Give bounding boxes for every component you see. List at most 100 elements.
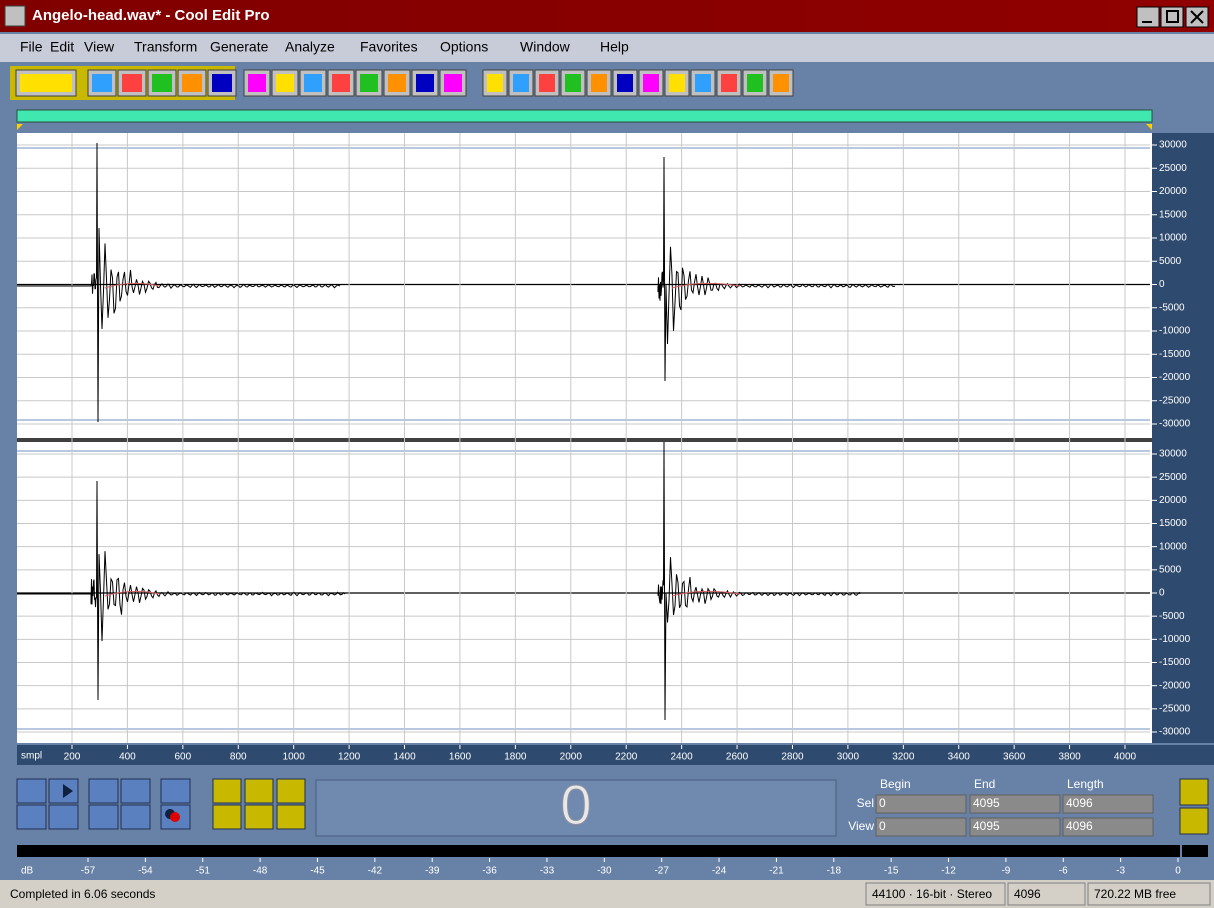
meter-tick-label: -15 xyxy=(884,866,899,877)
transport-button[interactable] xyxy=(276,778,306,804)
transport-button[interactable] xyxy=(160,778,191,804)
tool-icon xyxy=(20,74,72,92)
tool-icon xyxy=(539,74,555,92)
menu-item[interactable]: Edit xyxy=(50,39,74,55)
x-tick-label: 2000 xyxy=(560,752,583,763)
field-box[interactable] xyxy=(969,794,1061,814)
tool-icon xyxy=(565,74,581,92)
y-tick-label: 25000 xyxy=(1159,163,1187,174)
meter-tick-label: -36 xyxy=(482,866,497,877)
y-tick-label: -5000 xyxy=(1159,611,1185,622)
y-tick-label: 25000 xyxy=(1159,472,1187,483)
menu-item[interactable]: Analyze xyxy=(285,39,335,55)
y-tick-label: 20000 xyxy=(1159,495,1187,506)
meter-tick-label: -54 xyxy=(138,866,153,877)
tool-icon xyxy=(416,74,434,92)
field-box[interactable] xyxy=(969,817,1061,837)
field-value: 4096 xyxy=(1066,796,1093,810)
waveform xyxy=(17,142,896,721)
menu-item[interactable]: Help xyxy=(600,39,629,55)
menu-item[interactable]: File xyxy=(20,39,43,55)
transport-button[interactable] xyxy=(120,804,151,830)
status-cell xyxy=(865,882,1006,906)
x-tick-label: 3000 xyxy=(837,752,860,763)
meter-tick-label: -18 xyxy=(827,866,842,877)
transport-button[interactable] xyxy=(88,804,119,830)
transport-button[interactable] xyxy=(48,804,79,830)
minimize-button[interactable] xyxy=(1136,6,1160,28)
tool-icon xyxy=(212,74,232,92)
x-tick-label: 1200 xyxy=(338,752,361,763)
meter-peak xyxy=(1182,845,1208,857)
tool-icon xyxy=(304,74,322,92)
y-tick-label: -15000 xyxy=(1159,349,1191,360)
transport-button[interactable] xyxy=(276,804,306,830)
window-title: Angelo-head.wav* - Cool Edit Pro xyxy=(32,7,270,24)
x-tick-label: 3200 xyxy=(892,752,915,763)
tool-icon xyxy=(747,74,763,92)
field-box[interactable] xyxy=(875,817,967,837)
tool-icon xyxy=(695,74,711,92)
meter-tick-label: -3 xyxy=(1116,866,1125,877)
overview-bar[interactable] xyxy=(16,109,1153,123)
tool-icon xyxy=(721,74,737,92)
waveform-avg xyxy=(104,282,741,597)
menu-item[interactable]: Transform xyxy=(134,39,197,55)
transport-icons xyxy=(63,784,176,819)
field-box[interactable] xyxy=(875,794,967,814)
transport-button[interactable] xyxy=(16,778,47,804)
field-header: Length xyxy=(1067,777,1104,791)
transport-button[interactable] xyxy=(212,778,242,804)
meter-tick-label: -21 xyxy=(769,866,784,877)
transport-button[interactable] xyxy=(1179,807,1209,835)
tool-icon xyxy=(388,74,406,92)
x-tick-label: 3800 xyxy=(1058,752,1081,763)
status-free: 720.22 MB free xyxy=(1094,887,1176,901)
y-tick-label: 0 xyxy=(1159,279,1165,290)
y-tick-label: -15000 xyxy=(1159,657,1191,668)
y-tick-label: 15000 xyxy=(1159,518,1187,529)
time-display xyxy=(315,779,837,837)
record-icon xyxy=(170,812,180,822)
y-tick-label: -25000 xyxy=(1159,395,1191,406)
tool-icon xyxy=(152,74,172,92)
row-label: View xyxy=(848,819,874,833)
meter-tick-label: -30 xyxy=(597,866,612,877)
tool-icon xyxy=(122,74,142,92)
meter-tick-label: -6 xyxy=(1059,866,1068,877)
transport-button[interactable] xyxy=(244,804,274,830)
menu-item[interactable]: Window xyxy=(520,39,571,55)
window-buttons[interactable] xyxy=(1136,6,1209,28)
app-icon xyxy=(4,5,26,27)
tool-icon xyxy=(669,74,685,92)
y-tick-label: 10000 xyxy=(1159,233,1187,244)
transport-button[interactable] xyxy=(120,778,151,804)
tool-icon xyxy=(773,74,789,92)
transport-button[interactable] xyxy=(1179,778,1209,806)
y-tick-label: 10000 xyxy=(1159,541,1187,552)
status-cell xyxy=(1007,882,1086,906)
waveform-channel-1 xyxy=(17,142,896,423)
waveform-channel-2 xyxy=(17,441,861,721)
transport-button[interactable] xyxy=(244,778,274,804)
time-value: 0 xyxy=(560,773,591,836)
tool-icon xyxy=(487,74,503,92)
x-tick-label: 2600 xyxy=(726,752,749,763)
menu-item[interactable]: Favorites xyxy=(360,39,418,55)
field-box[interactable] xyxy=(1062,794,1154,814)
transport-button[interactable] xyxy=(88,778,119,804)
time-ruler xyxy=(17,745,1214,765)
menu-item[interactable]: View xyxy=(84,39,115,55)
menu-item[interactable]: Generate xyxy=(210,39,269,55)
meter-tick-label: 0 xyxy=(1175,866,1181,877)
transport-button[interactable] xyxy=(16,804,47,830)
transport-button[interactable] xyxy=(212,804,242,830)
field-box[interactable] xyxy=(1062,817,1154,837)
tool-icon xyxy=(248,74,266,92)
meter-tick-label: -9 xyxy=(1001,866,1010,877)
y-tick-label: -25000 xyxy=(1159,703,1191,714)
y-tick-label: 20000 xyxy=(1159,186,1187,197)
menu-item[interactable]: Options xyxy=(440,39,488,55)
